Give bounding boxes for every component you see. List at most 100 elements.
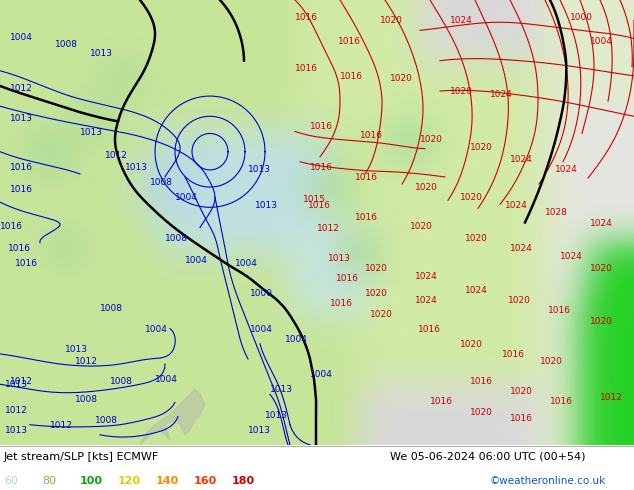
- Text: 1016: 1016: [308, 201, 331, 210]
- Text: 1020: 1020: [450, 87, 473, 96]
- Text: 1004: 1004: [285, 335, 308, 344]
- Text: 1024: 1024: [415, 296, 437, 305]
- Text: 1024: 1024: [560, 252, 583, 261]
- Text: 1016: 1016: [550, 397, 573, 407]
- Text: 1016: 1016: [502, 350, 525, 359]
- Text: 1020: 1020: [590, 317, 613, 325]
- Text: 120: 120: [118, 476, 141, 486]
- Text: 1024: 1024: [505, 201, 527, 210]
- Text: 1012: 1012: [10, 84, 33, 93]
- Text: 1012: 1012: [105, 151, 128, 160]
- Text: 1000: 1000: [570, 13, 593, 22]
- Text: 160: 160: [194, 476, 217, 486]
- Text: 1028: 1028: [545, 208, 568, 218]
- Text: ©weatheronline.co.uk: ©weatheronline.co.uk: [490, 476, 606, 486]
- Text: 1013: 1013: [255, 201, 278, 210]
- Text: 1016: 1016: [10, 163, 33, 172]
- Text: 1020: 1020: [410, 221, 433, 231]
- Text: 1004: 1004: [175, 193, 198, 202]
- Text: 1004: 1004: [155, 375, 178, 384]
- Text: 1016: 1016: [338, 36, 361, 46]
- Text: 1020: 1020: [420, 135, 443, 144]
- Text: 1024: 1024: [450, 16, 473, 25]
- Text: 80: 80: [42, 476, 56, 486]
- Text: 1016: 1016: [418, 325, 441, 334]
- Text: 1004: 1004: [185, 256, 208, 265]
- Text: 1020: 1020: [380, 16, 403, 25]
- Text: 1020: 1020: [510, 388, 533, 396]
- Text: 1015: 1015: [303, 195, 326, 204]
- Text: 1020: 1020: [415, 183, 438, 192]
- Text: 1020: 1020: [370, 310, 393, 318]
- Text: 1012: 1012: [600, 393, 623, 402]
- Text: 1013: 1013: [90, 49, 113, 58]
- Text: 1024: 1024: [510, 244, 533, 253]
- Text: 1024: 1024: [465, 286, 488, 295]
- Text: 140: 140: [156, 476, 179, 486]
- Text: 1004: 1004: [10, 33, 33, 43]
- Text: 1012: 1012: [50, 421, 73, 430]
- Polygon shape: [140, 389, 205, 445]
- Text: 1016: 1016: [15, 259, 38, 268]
- Text: 1020: 1020: [540, 357, 563, 366]
- Text: 1012: 1012: [317, 223, 340, 233]
- Text: 1016: 1016: [355, 214, 378, 222]
- Text: 1008: 1008: [75, 395, 98, 404]
- Text: 1004: 1004: [310, 370, 333, 379]
- Text: 1016: 1016: [10, 185, 33, 194]
- Text: 1024: 1024: [555, 165, 578, 174]
- Text: 1004: 1004: [235, 259, 258, 268]
- Text: 1024: 1024: [490, 90, 513, 99]
- Text: 1013: 1013: [265, 411, 288, 419]
- Text: 1008: 1008: [150, 178, 173, 187]
- Text: 1004: 1004: [145, 325, 168, 334]
- Text: 1013: 1013: [65, 345, 88, 354]
- Text: 1020: 1020: [470, 143, 493, 152]
- Text: We 05-06-2024 06:00 UTC (00+54): We 05-06-2024 06:00 UTC (00+54): [390, 452, 586, 462]
- Text: 1008: 1008: [55, 40, 78, 49]
- Text: 1013: 1013: [125, 163, 148, 172]
- Text: 1020: 1020: [390, 74, 413, 83]
- Text: 1013: 1013: [5, 426, 28, 435]
- Text: 1013: 1013: [80, 127, 103, 137]
- Text: 1012: 1012: [75, 357, 98, 366]
- Text: 1016: 1016: [295, 13, 318, 22]
- Text: 1016: 1016: [470, 377, 493, 386]
- Text: 1016: 1016: [295, 64, 318, 73]
- Text: 1012: 1012: [5, 406, 28, 415]
- Text: 1016: 1016: [330, 299, 353, 308]
- Text: 1013: 1013: [248, 426, 271, 435]
- Text: 1004: 1004: [590, 36, 613, 46]
- Text: 1016: 1016: [310, 163, 333, 172]
- Text: Jet stream/SLP [kts] ECMWF: Jet stream/SLP [kts] ECMWF: [4, 452, 159, 462]
- Text: 1016: 1016: [510, 414, 533, 423]
- Text: 1024: 1024: [415, 272, 437, 281]
- Text: 1013: 1013: [10, 114, 33, 123]
- Text: 1016: 1016: [360, 130, 383, 140]
- Text: 1024: 1024: [590, 219, 612, 227]
- Text: 1016: 1016: [0, 221, 23, 231]
- Text: 1012: 1012: [10, 377, 33, 386]
- Text: 1013: 1013: [328, 254, 351, 263]
- Text: 180: 180: [232, 476, 255, 486]
- Text: 1020: 1020: [470, 408, 493, 416]
- Text: 1020: 1020: [590, 264, 613, 273]
- Text: 1016: 1016: [355, 173, 378, 182]
- Text: 1000: 1000: [250, 289, 273, 298]
- Text: 1016: 1016: [340, 72, 363, 81]
- Text: 1016: 1016: [8, 244, 31, 253]
- Text: 1020: 1020: [365, 264, 388, 273]
- Text: 1004: 1004: [250, 325, 273, 334]
- Text: 100: 100: [80, 476, 103, 486]
- Text: 1024: 1024: [510, 155, 533, 164]
- Text: 1008: 1008: [95, 416, 118, 425]
- Text: 1020: 1020: [508, 296, 531, 305]
- Text: 1013: 1013: [248, 165, 271, 174]
- Text: 1016: 1016: [336, 274, 359, 283]
- Text: 1020: 1020: [365, 289, 388, 298]
- Text: 1013: 1013: [270, 385, 293, 394]
- Text: 1016: 1016: [310, 122, 333, 131]
- Text: 1008: 1008: [110, 377, 133, 386]
- Text: 1020: 1020: [465, 234, 488, 243]
- Text: 60: 60: [4, 476, 18, 486]
